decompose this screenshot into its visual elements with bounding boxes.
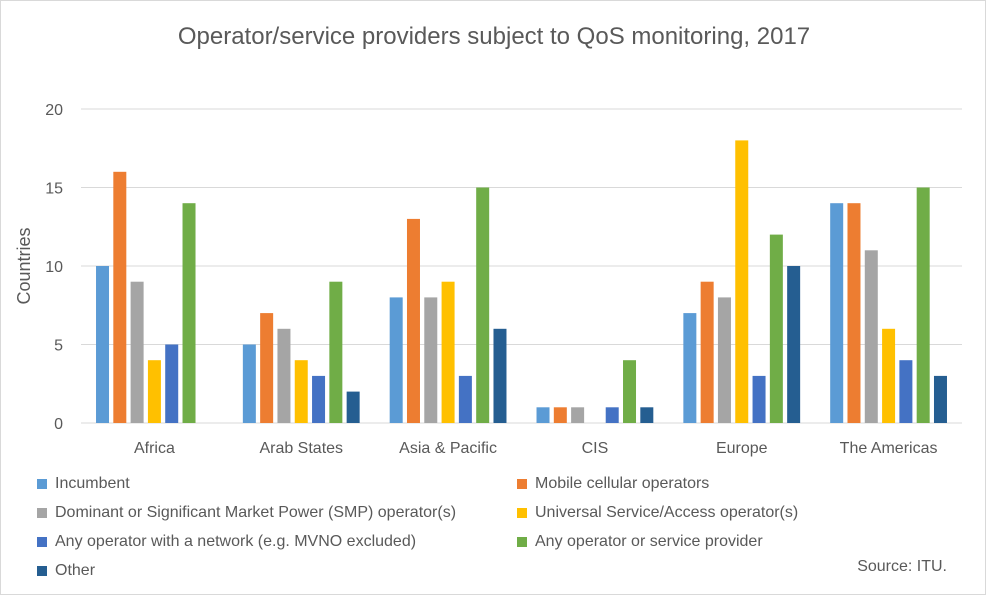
- bar: [571, 407, 585, 423]
- bar: [260, 313, 274, 423]
- bar: [389, 297, 403, 423]
- legend-swatch: [37, 537, 47, 547]
- bar: [165, 344, 179, 423]
- bar: [640, 407, 654, 423]
- bar: [553, 407, 567, 423]
- legend-label: Dominant or Significant Market Power (SM…: [55, 504, 457, 521]
- x-tick-label: Asia & Pacific: [399, 440, 497, 457]
- legend-label: Any operator with a network (e.g. MVNO e…: [55, 533, 417, 550]
- bar: [899, 360, 913, 423]
- bar: [441, 281, 455, 423]
- bar: [130, 281, 144, 423]
- bar: [113, 171, 127, 423]
- bar: [623, 360, 637, 423]
- bar: [458, 375, 472, 423]
- legend-item: Any operator or service provider: [517, 533, 763, 551]
- bar: [242, 344, 256, 423]
- bar: [476, 187, 490, 423]
- legend-swatch: [37, 508, 47, 518]
- legend-swatch: [517, 479, 527, 489]
- y-tick-label: 5: [54, 338, 63, 355]
- x-tick-label: Arab States: [259, 440, 343, 457]
- bar: [312, 375, 326, 423]
- chart-title: Operator/service providers subject to Qo…: [177, 23, 811, 50]
- legend-swatch: [37, 566, 47, 576]
- bar: [882, 328, 896, 423]
- bar: [769, 234, 783, 423]
- bar: [605, 407, 619, 423]
- legend-label: Universal Service/Access operator(s): [535, 504, 799, 521]
- y-tick-label: 15: [45, 181, 63, 198]
- bar: [830, 203, 844, 423]
- bar: [493, 328, 507, 423]
- y-tick-label: 0: [54, 416, 63, 433]
- legend-label: Mobile cellular operators: [535, 475, 710, 492]
- y-tick-label: 10: [45, 259, 63, 276]
- bar: [847, 203, 861, 423]
- bar: [700, 281, 714, 423]
- bar: [683, 313, 697, 423]
- x-tick-label: CIS: [582, 440, 609, 457]
- bar: [329, 281, 343, 423]
- legend-item: Dominant or Significant Market Power (SM…: [37, 504, 456, 522]
- legend-swatch: [37, 479, 47, 489]
- legend-swatch: [517, 537, 527, 547]
- bar: [406, 218, 420, 423]
- legend-label: Other: [55, 562, 96, 579]
- x-tick-label: Africa: [134, 440, 175, 457]
- legend-item: Incumbent: [37, 475, 130, 493]
- source-note: Source: ITU.: [857, 558, 947, 575]
- bar: [752, 375, 766, 423]
- bar: [864, 250, 878, 423]
- bar: [424, 297, 438, 423]
- bar: [294, 360, 308, 423]
- x-tick-label: The Americas: [840, 440, 938, 457]
- bar: [933, 375, 947, 423]
- bar: [147, 360, 161, 423]
- legend-label: Incumbent: [55, 475, 130, 492]
- bar: [346, 391, 360, 423]
- bar: [717, 297, 731, 423]
- x-tick-label: Europe: [716, 440, 768, 457]
- bar: [916, 187, 930, 423]
- bar: [536, 407, 550, 423]
- bar: [277, 328, 291, 423]
- y-axis-label: Countries: [14, 227, 34, 304]
- legend-item: Mobile cellular operators: [517, 475, 709, 493]
- y-tick-label: 20: [45, 102, 63, 119]
- bar: [182, 203, 196, 423]
- legend-item: Other: [37, 562, 95, 580]
- legend-swatch: [517, 508, 527, 518]
- legend-label: Any operator or service provider: [535, 533, 763, 550]
- bar: [96, 266, 110, 423]
- bar: [735, 140, 749, 423]
- legend-item: Any operator with a network (e.g. MVNO e…: [37, 533, 416, 551]
- bar: [787, 266, 801, 423]
- legend-item: Universal Service/Access operator(s): [517, 504, 798, 522]
